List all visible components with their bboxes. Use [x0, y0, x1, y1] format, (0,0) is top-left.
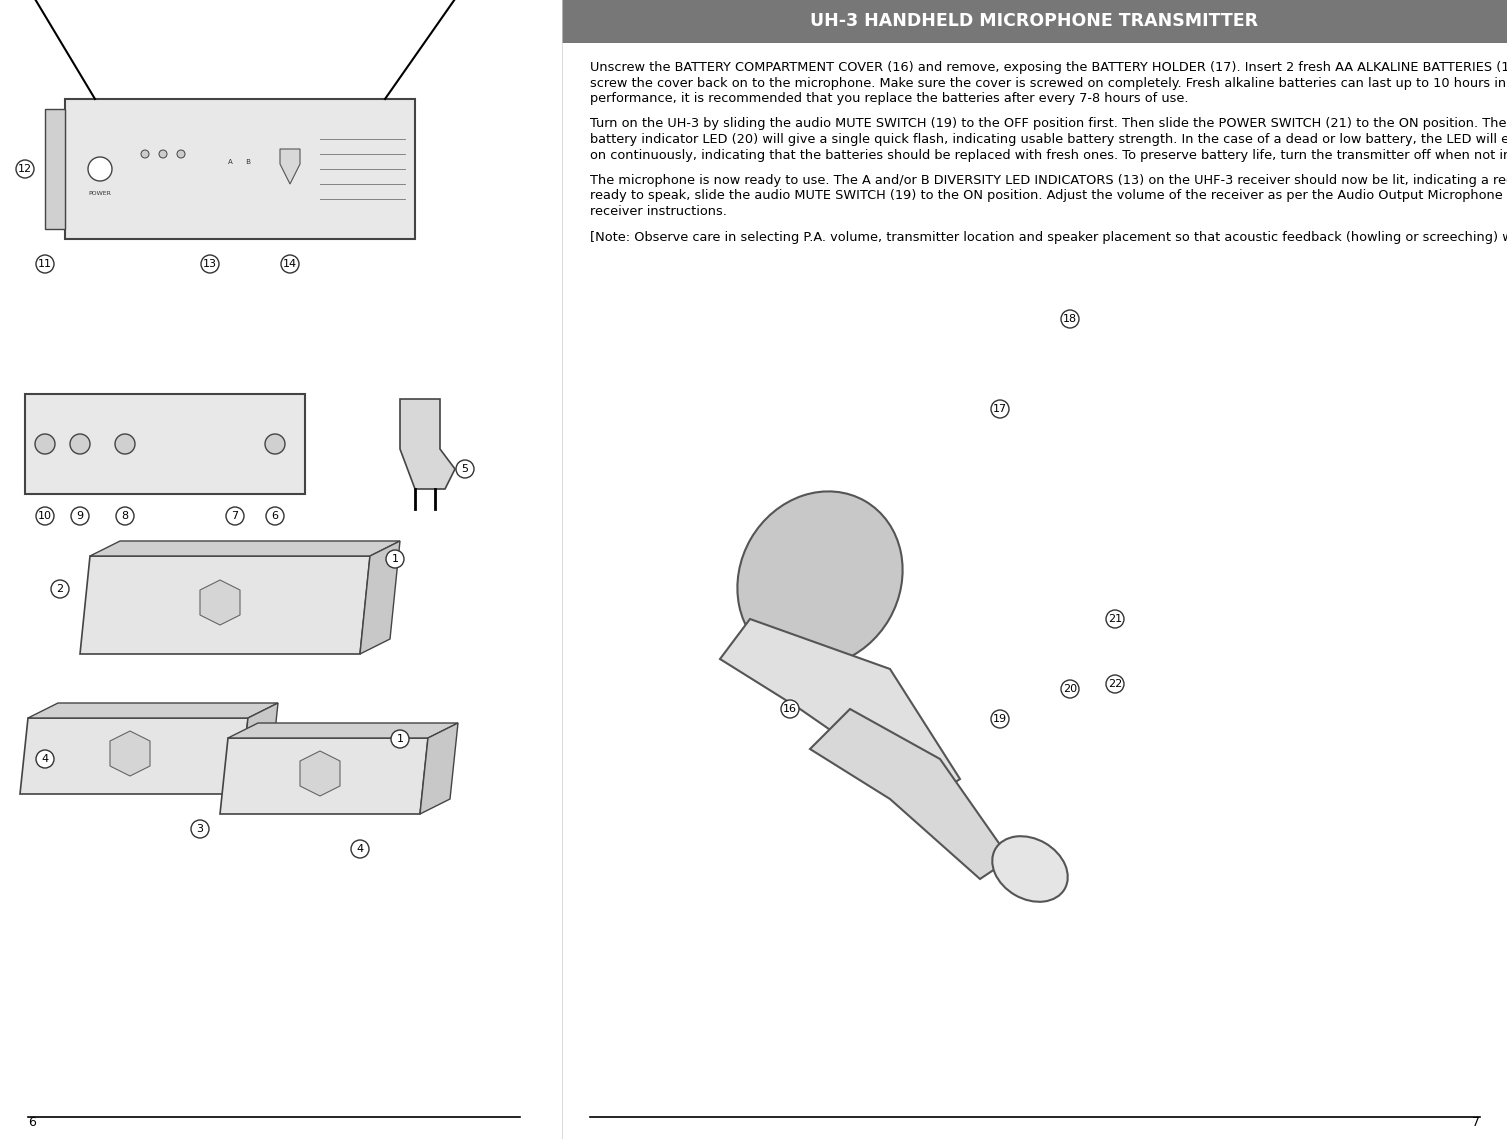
Polygon shape	[809, 708, 1010, 879]
Text: 6: 6	[29, 1116, 36, 1129]
Circle shape	[69, 434, 90, 454]
Text: 18: 18	[1062, 314, 1078, 323]
Text: 1: 1	[392, 554, 398, 564]
Text: A      B: A B	[229, 159, 252, 165]
Text: 4: 4	[357, 844, 363, 854]
Text: 7: 7	[1472, 1116, 1480, 1129]
Circle shape	[457, 460, 475, 478]
Bar	[26, 394, 304, 494]
Polygon shape	[220, 738, 428, 814]
Text: 10: 10	[38, 511, 53, 521]
Polygon shape	[280, 149, 300, 185]
Polygon shape	[20, 718, 249, 794]
Text: Turn on the UH-3 by sliding the audio MUTE SWITCH (19) to the OFF position first: Turn on the UH-3 by sliding the audio MU…	[591, 117, 1507, 131]
Circle shape	[351, 839, 369, 858]
Text: 3: 3	[196, 823, 203, 834]
Circle shape	[36, 507, 54, 525]
Polygon shape	[420, 723, 458, 814]
Circle shape	[1061, 680, 1079, 698]
Polygon shape	[80, 556, 371, 654]
Circle shape	[87, 157, 112, 181]
Ellipse shape	[737, 491, 903, 666]
Text: UH-3 HANDHELD MICROPHONE TRANSMITTER: UH-3 HANDHELD MICROPHONE TRANSMITTER	[811, 13, 1258, 30]
Polygon shape	[29, 703, 277, 718]
Text: 19: 19	[993, 714, 1007, 724]
Text: 4: 4	[41, 754, 48, 764]
Circle shape	[226, 507, 244, 525]
Text: 7: 7	[232, 511, 238, 521]
Polygon shape	[110, 731, 151, 776]
Circle shape	[992, 710, 1010, 728]
Polygon shape	[200, 580, 240, 625]
Text: 20: 20	[1062, 685, 1078, 694]
Ellipse shape	[992, 836, 1068, 902]
Polygon shape	[228, 723, 458, 738]
Text: screw the cover back on to the microphone. Make sure the cover is screwed on com: screw the cover back on to the microphon…	[591, 76, 1507, 90]
Circle shape	[280, 255, 298, 273]
Circle shape	[386, 550, 404, 568]
Circle shape	[35, 434, 54, 454]
Circle shape	[390, 730, 408, 748]
Circle shape	[36, 255, 54, 273]
Text: receiver instructions.: receiver instructions.	[591, 205, 726, 218]
Polygon shape	[240, 703, 277, 794]
Text: Unscrew the BATTERY COMPARTMENT COVER (16) and remove, exposing the BATTERY HOLD: Unscrew the BATTERY COMPARTMENT COVER (1…	[591, 62, 1507, 74]
Text: ready to speak, slide the audio MUTE SWITCH (19) to the ON position. Adjust the : ready to speak, slide the audio MUTE SWI…	[591, 189, 1507, 203]
Circle shape	[1106, 611, 1124, 628]
Bar	[562, 0, 1507, 43]
Circle shape	[115, 434, 136, 454]
Text: POWER: POWER	[89, 191, 112, 196]
Text: 17: 17	[993, 404, 1007, 413]
Text: 11: 11	[38, 259, 53, 269]
Circle shape	[71, 507, 89, 525]
Text: [Note: Observe care in selecting P.A. volume, transmitter location and speaker p: [Note: Observe care in selecting P.A. vo…	[591, 230, 1507, 244]
Text: 2: 2	[56, 584, 63, 595]
Polygon shape	[720, 618, 960, 798]
Text: 13: 13	[203, 259, 217, 269]
Circle shape	[781, 700, 799, 718]
Text: 22: 22	[1108, 679, 1123, 689]
Text: 6: 6	[271, 511, 279, 521]
Text: 8: 8	[122, 511, 128, 521]
Circle shape	[265, 434, 285, 454]
Circle shape	[36, 749, 54, 768]
Text: battery indicator LED (20) will give a single quick flash, indicating usable bat: battery indicator LED (20) will give a s…	[591, 133, 1507, 146]
Circle shape	[267, 507, 283, 525]
Polygon shape	[300, 751, 341, 796]
Text: on continuously, indicating that the batteries should be replaced with fresh one: on continuously, indicating that the bat…	[591, 148, 1507, 162]
Bar	[65, 99, 414, 239]
Text: 1: 1	[396, 734, 404, 744]
Polygon shape	[399, 399, 455, 489]
Circle shape	[17, 159, 35, 178]
Text: The microphone is now ready to use. The A and/or B DIVERSITY LED INDICATORS (13): The microphone is now ready to use. The …	[591, 174, 1507, 187]
Circle shape	[116, 507, 134, 525]
Text: 16: 16	[784, 704, 797, 714]
Text: 14: 14	[283, 259, 297, 269]
Circle shape	[51, 580, 69, 598]
Text: 12: 12	[18, 164, 32, 174]
Circle shape	[1061, 310, 1079, 328]
Polygon shape	[90, 541, 399, 556]
Bar	[45, 109, 65, 229]
Polygon shape	[360, 541, 399, 654]
Text: performance, it is recommended that you replace the batteries after every 7-8 ho: performance, it is recommended that you …	[591, 92, 1189, 105]
Circle shape	[142, 150, 149, 158]
Circle shape	[176, 150, 185, 158]
Circle shape	[200, 255, 219, 273]
Text: 21: 21	[1108, 614, 1123, 624]
Circle shape	[1106, 675, 1124, 693]
Text: 5: 5	[461, 464, 469, 474]
Circle shape	[160, 150, 167, 158]
Circle shape	[191, 820, 209, 838]
Text: 9: 9	[77, 511, 83, 521]
Circle shape	[992, 400, 1010, 418]
